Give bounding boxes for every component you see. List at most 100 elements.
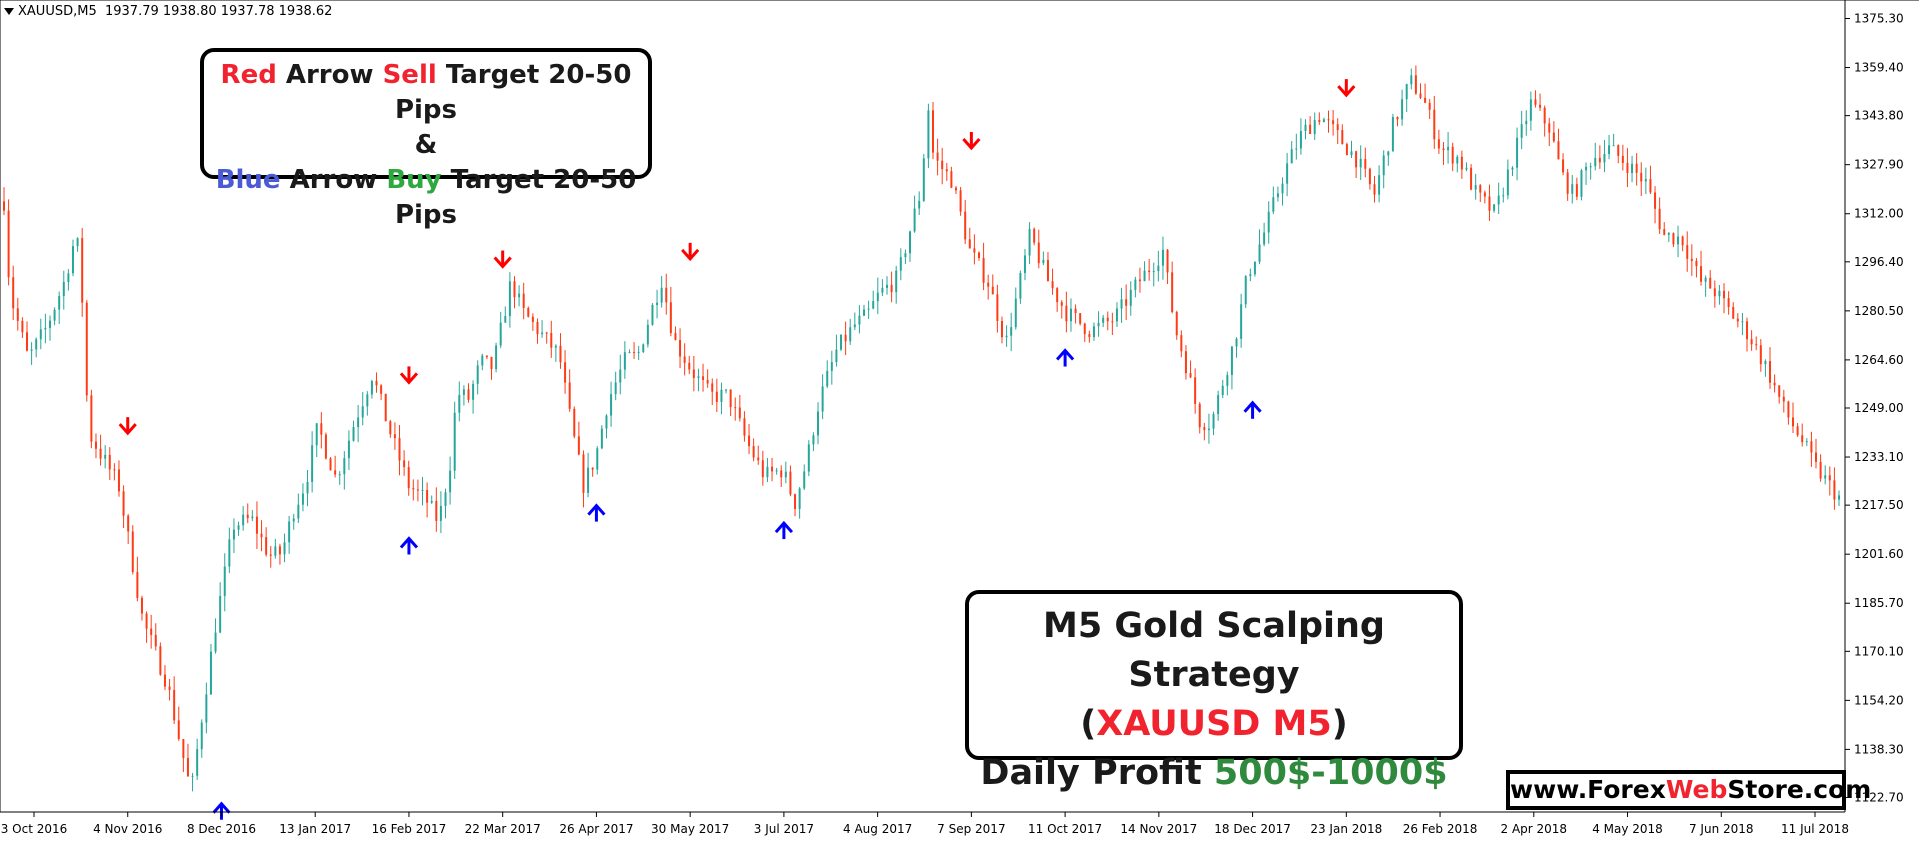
candle-body xyxy=(573,408,576,437)
candle xyxy=(1677,225,1680,258)
candle xyxy=(1175,310,1178,340)
sell-arrow-head xyxy=(493,256,512,269)
candle xyxy=(522,282,525,320)
candle xyxy=(1543,105,1546,137)
candle-body xyxy=(1626,162,1629,174)
candle xyxy=(1470,164,1473,191)
candle xyxy=(476,360,479,395)
candle xyxy=(840,334,843,352)
candle-body xyxy=(315,423,318,446)
candle-body xyxy=(508,281,511,317)
candle xyxy=(1723,283,1726,314)
candle-body xyxy=(1152,271,1155,273)
candle xyxy=(1750,330,1753,351)
candle-body xyxy=(1447,146,1450,151)
candle-body xyxy=(1718,290,1721,297)
buy-arrow-head xyxy=(587,503,606,516)
candle-body xyxy=(679,339,682,357)
candle-body xyxy=(274,546,277,556)
candle-body xyxy=(177,720,180,739)
candle-body xyxy=(1198,403,1201,428)
candle xyxy=(918,191,921,216)
x-tick-label: 23 Jan 2018 xyxy=(1310,822,1382,836)
y-tick-label: 1217.50 xyxy=(1854,498,1904,512)
candle-body xyxy=(1194,377,1197,404)
candle xyxy=(1037,229,1040,269)
watermark-suffix: Store.com xyxy=(1727,775,1872,804)
candle-body xyxy=(1327,119,1330,121)
candle-body xyxy=(936,152,939,161)
candle xyxy=(830,350,833,385)
buy-arrow-head xyxy=(1243,400,1262,413)
candle-body xyxy=(329,458,332,471)
candle xyxy=(1106,311,1109,331)
candle-body xyxy=(150,628,153,635)
ohlc-readout: 1937.79 1938.80 1937.78 1938.62 xyxy=(104,4,333,19)
candle-body xyxy=(1764,361,1767,365)
candle-body xyxy=(610,394,613,416)
candle-body xyxy=(798,488,801,509)
candle xyxy=(1138,267,1141,293)
dropdown-triangle-icon[interactable] xyxy=(4,8,14,15)
candle xyxy=(1125,284,1128,321)
y-tick-label: 1343.80 xyxy=(1854,109,1904,123)
candle xyxy=(513,276,516,309)
candle xyxy=(867,300,870,320)
candle xyxy=(1258,229,1261,265)
candle xyxy=(1019,270,1022,304)
candle xyxy=(853,312,856,331)
candle-body xyxy=(1589,166,1592,168)
strategy-title: M5 Gold Scalping Strategy xyxy=(1043,606,1385,695)
candle-body xyxy=(959,190,962,212)
candle-body xyxy=(21,320,24,333)
signal-arrows-layer xyxy=(118,79,1356,820)
candle-body xyxy=(1566,172,1569,194)
candle-body xyxy=(1594,157,1597,167)
candle-body xyxy=(209,651,212,695)
candle xyxy=(886,276,889,295)
candle-body xyxy=(1368,168,1371,185)
candle-body xyxy=(1313,120,1316,134)
candle xyxy=(1065,291,1068,333)
candle xyxy=(931,102,934,160)
candle xyxy=(1474,173,1477,200)
candle xyxy=(568,369,571,412)
candle-body xyxy=(977,252,980,258)
candle xyxy=(168,679,171,701)
candle xyxy=(85,300,88,402)
candle xyxy=(771,457,774,482)
candle-body xyxy=(462,389,465,395)
candle-body xyxy=(71,246,74,274)
candle xyxy=(1226,371,1229,396)
buy-arrow-head xyxy=(212,801,231,814)
candle-body xyxy=(858,315,861,325)
candle-body xyxy=(642,344,645,352)
candle-body xyxy=(660,287,663,303)
candle xyxy=(614,371,617,401)
candle-body xyxy=(278,546,281,555)
candle xyxy=(232,518,235,554)
candle xyxy=(628,349,631,354)
candle-body xyxy=(12,277,15,309)
candle xyxy=(959,186,962,216)
candle xyxy=(794,493,797,517)
candle-body xyxy=(761,460,764,478)
candle xyxy=(895,265,898,304)
candle-body xyxy=(1529,99,1532,121)
candle-body xyxy=(1686,245,1689,259)
candle-body xyxy=(830,362,833,371)
candle-body xyxy=(1304,124,1307,132)
candle-body xyxy=(104,454,107,459)
candle xyxy=(196,738,199,780)
candle-body xyxy=(982,257,985,283)
candle xyxy=(1240,293,1243,348)
candle xyxy=(508,272,511,328)
candle xyxy=(1235,337,1238,358)
candle-body xyxy=(1189,373,1192,378)
candle xyxy=(177,706,180,741)
buy-arrow-head xyxy=(399,536,419,549)
candle xyxy=(968,227,971,249)
candle xyxy=(1359,145,1362,180)
candle xyxy=(1635,153,1638,186)
